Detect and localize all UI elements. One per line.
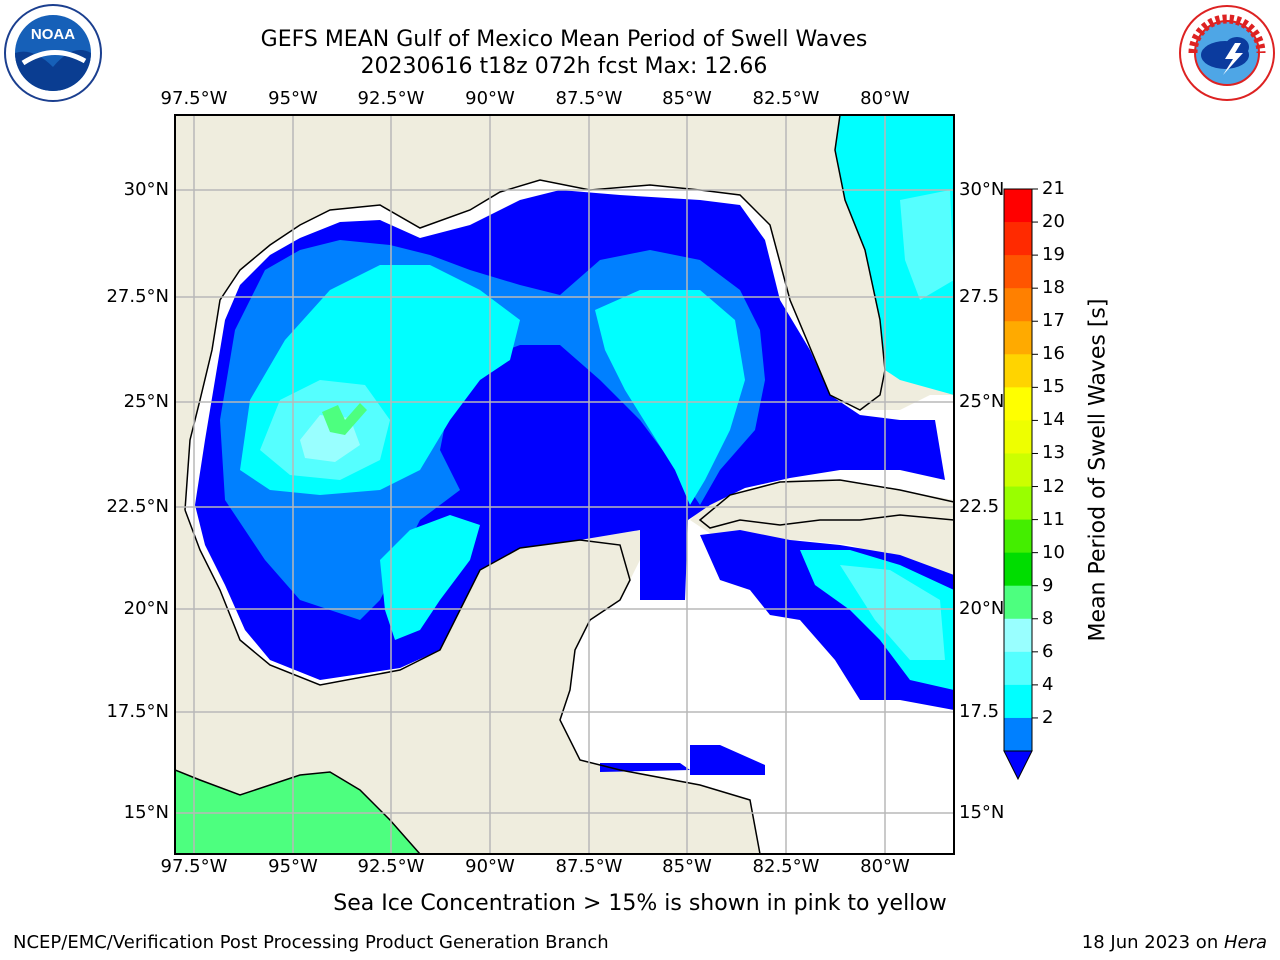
- colorbar-segment: [1004, 255, 1032, 289]
- colorbar-tick-label: 9: [1042, 574, 1054, 596]
- sea-ice-note: Sea Ice Concentration > 15% is shown in …: [333, 891, 947, 916]
- colorbar-segment: [1004, 585, 1032, 620]
- colorbar-tick-label: 2: [1042, 706, 1054, 728]
- pacific-water: [175, 770, 420, 854]
- graticule: [175, 115, 954, 854]
- colorbar-segment: [1004, 387, 1032, 421]
- noaa-logo-text: NOAA: [31, 26, 75, 43]
- lon-tick-bottom: 85°W: [662, 856, 712, 877]
- colorbar-segment: [1004, 519, 1032, 554]
- colorbar-tick-label: 10: [1042, 541, 1065, 563]
- lon-tick-bottom: 95°W: [268, 856, 318, 877]
- footer-date-text: 18 Jun 2023 on: [1081, 932, 1224, 953]
- colorbar-segment: [1004, 189, 1032, 223]
- lat-tick-right: 25°N: [959, 391, 1005, 412]
- footer-credit: NCEP/EMC/Verification Post Processing Pr…: [13, 932, 609, 953]
- swell-6-8-east: [595, 290, 745, 505]
- colorbar-tick-label: 15: [1042, 376, 1065, 398]
- colorbar-segment: [1004, 288, 1032, 322]
- lat-tick-left: 22.5°N: [106, 496, 169, 517]
- lon-tick-bottom: 82.5°W: [752, 856, 820, 877]
- coastline-mexico: [184, 509, 761, 854]
- colorbar-tick-label: 4: [1042, 673, 1054, 695]
- atlantic-swell-8: [900, 190, 954, 300]
- map-title: GEFS MEAN Gulf of Mexico Mean Period of …: [260, 27, 868, 52]
- colorbar-tick-label: 16: [1042, 343, 1065, 365]
- atlantic-water: [835, 115, 954, 395]
- colorbar-tick-label: 18: [1042, 277, 1065, 299]
- carib-swell-8-9: [840, 565, 945, 660]
- colorbar-segment: [1004, 618, 1032, 653]
- lat-tick-right: 20°N: [959, 598, 1005, 619]
- lat-tick-left: 27.5°N: [106, 286, 169, 307]
- colorbar-frame: [1003, 188, 1033, 752]
- colorbar-segment: [1004, 222, 1032, 256]
- colorbar-extend-triangle: [1003, 750, 1033, 781]
- colorbar-segment: [1004, 651, 1032, 686]
- lat-tick-right: 15°N: [959, 802, 1005, 823]
- lon-tick-top: 90°W: [465, 88, 515, 109]
- colorbar-segment: [1004, 420, 1032, 454]
- lon-tick-bottom: 97.5°W: [160, 856, 228, 877]
- map-plot-area: [175, 115, 954, 854]
- map-frame: [174, 114, 955, 855]
- colorbar-segment: [1004, 717, 1032, 752]
- nws-logo: [1179, 5, 1275, 101]
- lon-tick-top: 95°W: [268, 88, 318, 109]
- colorbar-segment: [1004, 684, 1032, 719]
- colorbar-tick-label: 8: [1042, 607, 1054, 629]
- lat-tick-left: 30°N: [123, 179, 169, 200]
- lat-tick-right: 17.5: [959, 701, 1000, 722]
- coastline-cuba: [698, 479, 954, 529]
- colorbar-segment: [1004, 486, 1032, 521]
- lon-tick-top: 80°W: [860, 88, 910, 109]
- colorbar-tick-label: 13: [1042, 442, 1065, 464]
- colorbar-segment: [1004, 321, 1032, 355]
- lat-tick-left: 17.5°N: [106, 701, 169, 722]
- colorbar-tick-label: 6: [1042, 640, 1054, 662]
- lon-tick-bottom: 80°W: [860, 856, 910, 877]
- lon-tick-top: 87.5°W: [555, 88, 623, 109]
- lat-tick-right: 22.5: [959, 496, 1000, 517]
- lat-tick-right: 27.5: [959, 286, 1000, 307]
- colorbar-tick-label: 11: [1042, 508, 1065, 530]
- lon-tick-top: 92.5°W: [357, 88, 425, 109]
- lat-tick-left: 20°N: [123, 598, 169, 619]
- map-subtitle: 20230616 t18z 072h fcst Max: 12.66: [360, 54, 768, 79]
- lon-tick-bottom: 87.5°W: [555, 856, 623, 877]
- footer-date: 18 Jun 2023 on Hera: [1082, 932, 1267, 953]
- lon-tick-top: 97.5°W: [160, 88, 228, 109]
- lon-tick-bottom: 92.5°W: [357, 856, 425, 877]
- coastline-central-america: [175, 769, 421, 854]
- colorbar-tick-label: 17: [1042, 310, 1065, 332]
- colorbar-tick-label: 19: [1042, 244, 1065, 266]
- lat-tick-left: 25°N: [123, 391, 169, 412]
- carib-swell-patch-2: [690, 745, 765, 775]
- colorbar-segment: [1004, 552, 1032, 587]
- lon-tick-top: 82.5°W: [752, 88, 820, 109]
- colorbar: [1003, 188, 1038, 781]
- colorbar-tick-label: 14: [1042, 409, 1065, 431]
- lat-tick-right: 30°N: [959, 179, 1005, 200]
- lon-tick-top: 85°W: [662, 88, 712, 109]
- colorbar-segment: [1004, 354, 1032, 388]
- colorbar-tick-label: 12: [1042, 475, 1065, 497]
- colorbar-tick-label: 20: [1042, 211, 1065, 233]
- colorbar-segment: [1004, 453, 1032, 488]
- footer-host: Hera: [1223, 932, 1267, 953]
- noaa-logo: NOAA: [4, 4, 102, 102]
- swell-10-11: [322, 403, 367, 435]
- colorbar-tick-label: 21: [1042, 178, 1065, 199]
- lat-tick-left: 15°N: [123, 802, 169, 823]
- colorbar-title: Mean Period of Swell Waves [s]: [1085, 298, 1111, 642]
- lon-tick-bottom: 90°W: [465, 856, 515, 877]
